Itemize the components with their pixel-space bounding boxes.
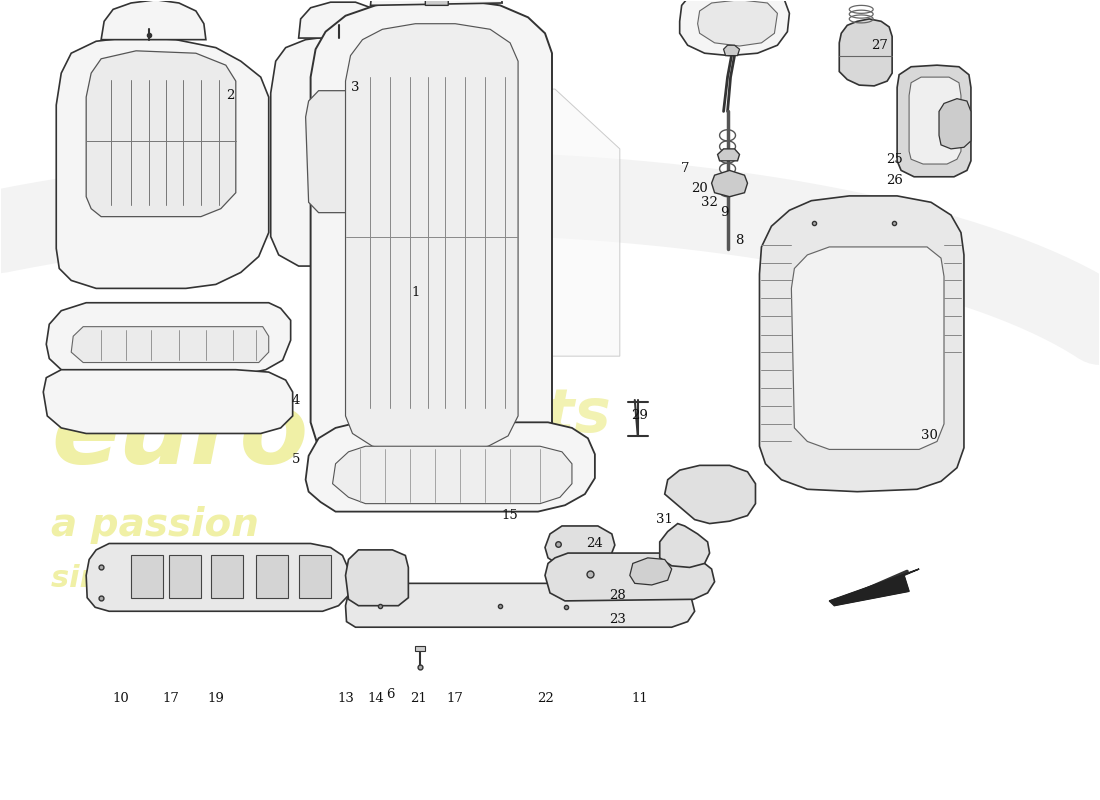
Polygon shape (664, 466, 756, 523)
Text: parts: parts (430, 386, 612, 445)
Polygon shape (416, 646, 426, 651)
Polygon shape (46, 302, 290, 376)
Polygon shape (298, 2, 388, 38)
Polygon shape (791, 247, 944, 450)
Polygon shape (86, 543, 349, 611)
Polygon shape (426, 0, 449, 6)
Polygon shape (169, 555, 201, 598)
Polygon shape (310, 0, 552, 478)
Text: 10: 10 (112, 693, 130, 706)
Text: 28: 28 (609, 589, 626, 602)
Polygon shape (724, 46, 739, 56)
Text: 6: 6 (386, 689, 395, 702)
Text: 30: 30 (921, 430, 937, 442)
Text: since 1985: since 1985 (52, 564, 236, 594)
Polygon shape (371, 0, 502, 6)
Polygon shape (406, 89, 619, 356)
Polygon shape (131, 555, 163, 598)
Polygon shape (697, 0, 778, 46)
Text: 21: 21 (410, 693, 427, 706)
Polygon shape (939, 98, 971, 149)
Polygon shape (86, 51, 235, 217)
Text: 11: 11 (631, 693, 648, 706)
Text: 4: 4 (292, 394, 300, 406)
Text: 17: 17 (447, 693, 464, 706)
Polygon shape (72, 326, 268, 362)
Polygon shape (271, 37, 408, 266)
Polygon shape (680, 0, 790, 56)
Text: 3: 3 (351, 81, 360, 94)
Polygon shape (345, 550, 408, 606)
Text: 26: 26 (886, 174, 903, 187)
Text: 2: 2 (227, 89, 235, 102)
Text: 17: 17 (163, 693, 179, 706)
Polygon shape (717, 149, 739, 161)
Polygon shape (839, 19, 892, 86)
Polygon shape (909, 77, 961, 164)
Polygon shape (630, 558, 672, 585)
Polygon shape (544, 553, 715, 601)
Text: 29: 29 (631, 410, 648, 422)
Polygon shape (255, 555, 288, 598)
Text: 24: 24 (586, 537, 603, 550)
Text: 31: 31 (657, 513, 673, 526)
Text: 25: 25 (886, 153, 902, 166)
Polygon shape (306, 90, 378, 213)
Polygon shape (43, 370, 293, 434)
Text: a passion: a passion (52, 506, 260, 543)
Text: 20: 20 (691, 182, 708, 195)
Text: 5: 5 (292, 454, 300, 466)
Polygon shape (759, 196, 964, 492)
Polygon shape (660, 523, 710, 567)
Text: 19: 19 (208, 693, 224, 706)
Polygon shape (211, 555, 243, 598)
Polygon shape (56, 38, 268, 288)
Polygon shape (345, 24, 518, 452)
Polygon shape (544, 526, 615, 566)
Text: 9: 9 (720, 206, 729, 219)
Polygon shape (898, 65, 971, 177)
Text: 15: 15 (502, 509, 518, 522)
Text: 22: 22 (537, 693, 553, 706)
Text: 8: 8 (735, 234, 744, 247)
Text: 7: 7 (681, 162, 689, 175)
Text: 14: 14 (367, 693, 384, 706)
Text: 32: 32 (701, 196, 718, 209)
Text: 27: 27 (871, 38, 888, 52)
Text: 23: 23 (609, 613, 626, 626)
Polygon shape (829, 569, 920, 606)
Polygon shape (101, 0, 206, 40)
Text: 13: 13 (337, 693, 354, 706)
Polygon shape (712, 170, 748, 197)
Text: 1: 1 (411, 286, 419, 299)
Polygon shape (306, 422, 595, 512)
Polygon shape (345, 583, 694, 627)
Polygon shape (298, 555, 331, 598)
Text: europ: europ (52, 388, 381, 485)
Polygon shape (332, 446, 572, 504)
